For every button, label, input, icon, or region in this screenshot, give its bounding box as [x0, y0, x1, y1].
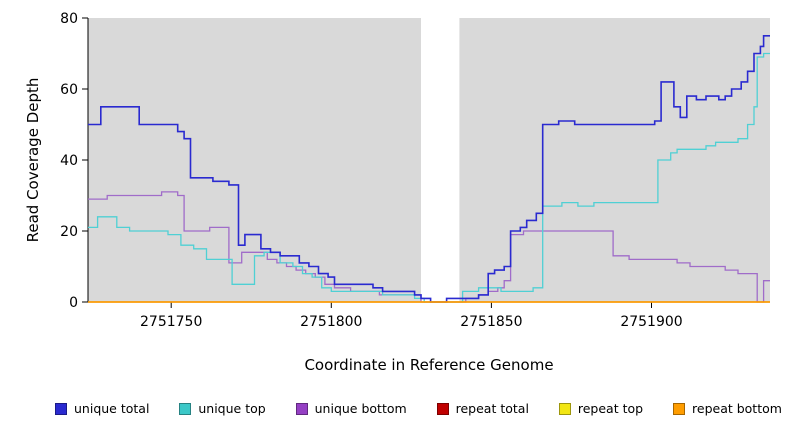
- legend-label: unique bottom: [314, 401, 407, 416]
- svg-text:0: 0: [69, 295, 78, 311]
- svg-text:2751850: 2751850: [460, 314, 522, 330]
- svg-text:2751800: 2751800: [300, 314, 362, 330]
- legend-item-unique-total: unique total: [55, 401, 149, 416]
- y-axis-label: Read Coverage Depth: [24, 77, 42, 243]
- legend-item-repeat-bottom: repeat bottom: [673, 401, 782, 416]
- svg-text:40: 40: [60, 153, 78, 169]
- legend-swatch-icon: [673, 402, 686, 415]
- legend-item-unique-bottom: unique bottom: [295, 401, 407, 416]
- legend-label: repeat top: [577, 401, 644, 416]
- svg-text:60: 60: [60, 82, 78, 98]
- svg-text:2751900: 2751900: [620, 314, 682, 330]
- legend-label: repeat bottom: [692, 401, 782, 416]
- legend-item-repeat-top: repeat top: [558, 401, 644, 416]
- legend-swatch-icon: [558, 402, 571, 415]
- legend-swatch-icon: [436, 402, 449, 415]
- legend-label: repeat total: [455, 401, 529, 416]
- legend-swatch-icon: [55, 402, 67, 415]
- x-axis-label: Coordinate in Reference Genome: [304, 356, 554, 374]
- svg-text:80: 80: [60, 11, 78, 27]
- legend-item-repeat-total: repeat total: [436, 401, 529, 416]
- series-unique-total: [88, 35, 770, 303]
- legend-label: unique total: [74, 401, 150, 416]
- series-unique-top: [88, 52, 770, 303]
- svg-text:20: 20: [60, 224, 78, 240]
- legend-item-unique-top: unique top: [179, 401, 266, 416]
- legend-swatch-icon: [179, 402, 192, 415]
- svg-text:2751750: 2751750: [140, 314, 202, 330]
- coverage-plot: 0 20 40 60 80 2751750 2751800 2751850 2751900: [60, 11, 770, 330]
- legend-label: unique top: [198, 401, 266, 416]
- legend: unique total unique top unique bottom repea…: [0, 401, 792, 416]
- series-unique-bottom: [88, 191, 770, 303]
- legend-swatch-icon: [295, 402, 308, 415]
